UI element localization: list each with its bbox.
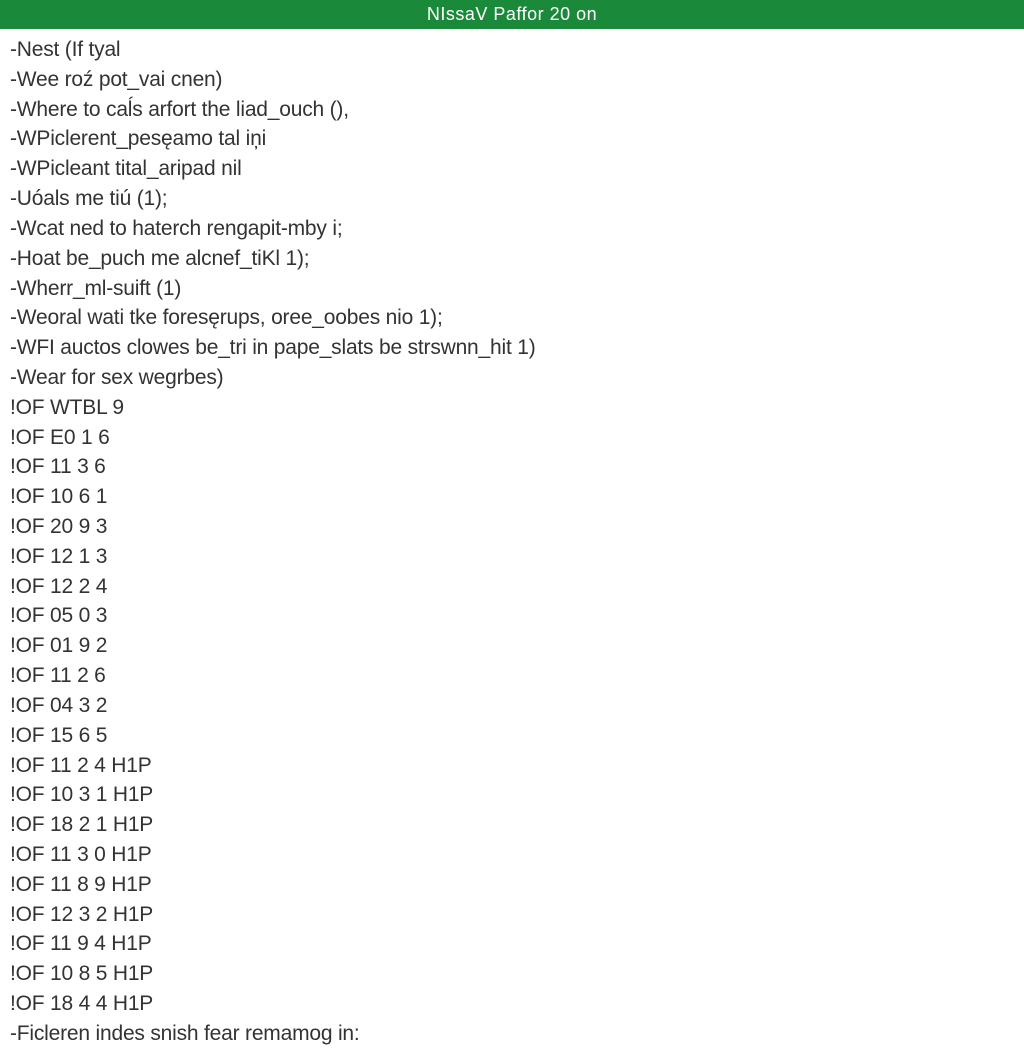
content-area: -Nest (If tyal -Wee roź pot_vai cnen) -W… — [0, 29, 1024, 1055]
code-line: !OF 04 3 2 — [10, 691, 1014, 721]
code-line: -Wee roź pot_vai cnen) — [10, 65, 1014, 95]
code-line: !OF 05 0 3 — [10, 601, 1014, 631]
code-line: !OF E0 1 6 — [10, 423, 1014, 453]
code-line: -Wherr_ml-suift (1) — [10, 274, 1014, 304]
code-line: !OF 12 3 2 H1P — [10, 900, 1014, 930]
code-line: !OF 11 3 6 — [10, 452, 1014, 482]
code-line: !OF 11 2 4 H1P — [10, 751, 1014, 781]
header-bar: NIssaV Paffor 20 on — [0, 0, 1024, 29]
code-line: -WPicleant tital_aripad nil — [10, 154, 1014, 184]
code-line: !OF 11 8 9 H1P — [10, 870, 1014, 900]
code-line: -Uóals me tiú (1); — [10, 184, 1014, 214]
code-line: !OF 10 3 1 H1P — [10, 780, 1014, 810]
code-line: !OF 18 4 4 H1P — [10, 989, 1014, 1019]
code-line: -Hoat be_puch me alcnef_tiKl 1); — [10, 244, 1014, 274]
code-line: -Weoral wati tke foresęrups, oree_oobes … — [10, 303, 1014, 333]
code-line: -Nest (If tyal — [10, 35, 1014, 65]
code-line: !OF 11 9 4 H1P — [10, 929, 1014, 959]
code-line: !OF 12 2 4 — [10, 572, 1014, 602]
code-line: !OF 10 6 1 — [10, 482, 1014, 512]
code-line: -WPiclerent_pesęamo tal iņi — [10, 124, 1014, 154]
code-line: !OF 11 2 6 — [10, 661, 1014, 691]
code-line: !OF WTBL 9 — [10, 393, 1014, 423]
code-line: -Wcat ned to haterch rengapit-mby i; — [10, 214, 1014, 244]
code-line: !OF 20 9 3 — [10, 512, 1014, 542]
header-title: NIssaV Paffor 20 on — [427, 4, 597, 24]
code-line: -WFI auctos clowes be_tri in pape_slats … — [10, 333, 1014, 363]
code-line: !OF 12 1 3 — [10, 542, 1014, 572]
code-line: !OF 10 8 5 H1P — [10, 959, 1014, 989]
code-line: -Wear for sex wegrbes) — [10, 363, 1014, 393]
code-line: !OF 15 6 5 — [10, 721, 1014, 751]
code-line: !OF 11 3 0 H1P — [10, 840, 1014, 870]
code-line: !OF 01 9 2 — [10, 631, 1014, 661]
code-line: !OF 18 2 1 H1P — [10, 810, 1014, 840]
code-line: -Ficleren indes snish fear remamog in: — [10, 1019, 1014, 1049]
code-line: -Where to caĺs arfort the liad_ouch (), — [10, 95, 1014, 125]
